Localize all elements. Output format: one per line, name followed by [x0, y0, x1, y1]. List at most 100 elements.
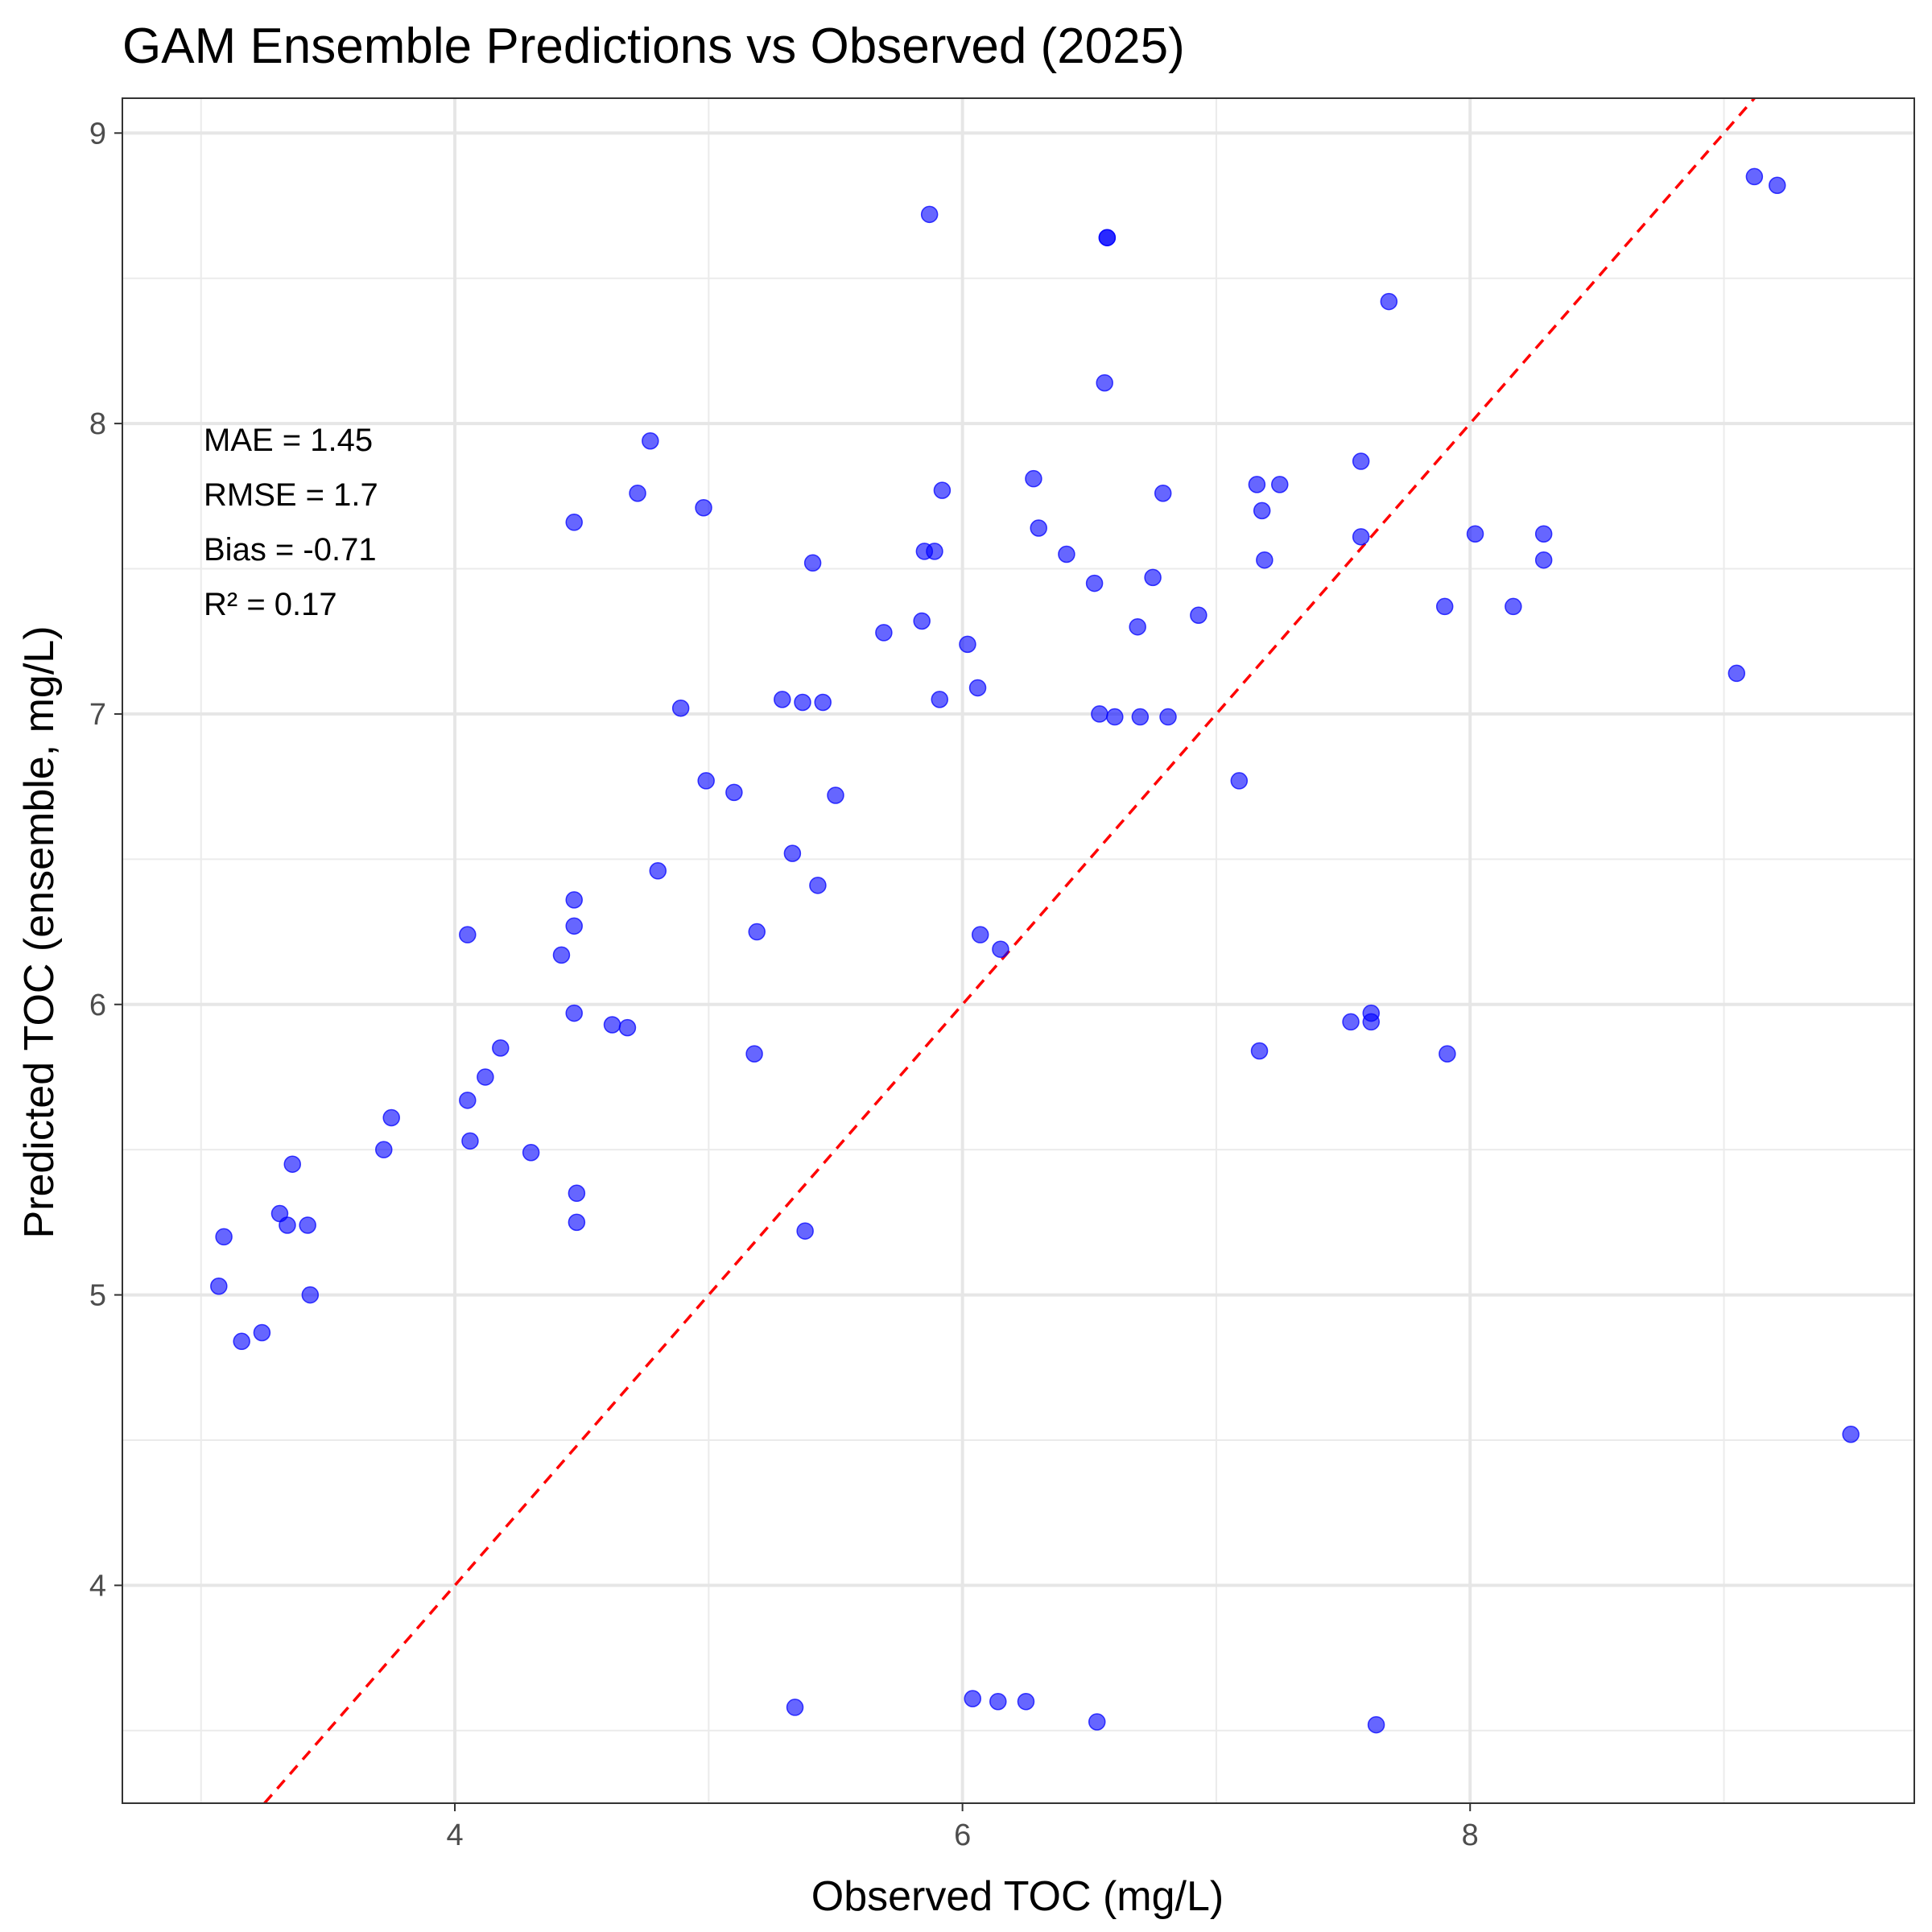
points-layer: [210, 167, 1860, 1734]
data-point: [552, 946, 571, 964]
data-point: [1352, 452, 1370, 470]
data-point: [603, 1016, 621, 1034]
x-tick-label: 4: [446, 1818, 463, 1852]
data-point: [1842, 1426, 1860, 1443]
data-point: [301, 1286, 320, 1304]
data-point: [477, 1068, 494, 1086]
panel-border: [122, 97, 1915, 1804]
x-tick-label: 8: [1462, 1818, 1479, 1852]
data-point: [299, 1216, 316, 1234]
data-point: [926, 543, 943, 560]
data-point: [1745, 167, 1764, 186]
data-point: [1058, 545, 1075, 564]
data-point: [1380, 292, 1398, 311]
data-point: [461, 1132, 479, 1150]
data-point: [695, 499, 712, 517]
x-axis: 4 6 8: [446, 1803, 1479, 1852]
metric-annotation: Bias = -0.71: [204, 532, 377, 568]
y-tick-label: 8: [89, 407, 106, 441]
data-point: [215, 1228, 233, 1246]
data-point: [1271, 476, 1289, 493]
data-point: [1768, 176, 1786, 194]
data-point: [233, 1332, 250, 1351]
data-point: [1098, 229, 1117, 246]
data-point: [796, 1222, 814, 1240]
data-point: [794, 693, 811, 712]
x-axis-title: Observed TOC (mg/L): [811, 1873, 1224, 1920]
grid-major: [122, 98, 1914, 1803]
data-point: [783, 844, 802, 862]
data-point: [283, 1155, 301, 1173]
data-point: [933, 481, 952, 499]
data-point: [992, 940, 1009, 958]
data-point: [1129, 617, 1146, 636]
data-point: [1131, 708, 1150, 726]
data-point: [786, 1699, 804, 1716]
data-point: [725, 783, 743, 802]
data-point: [1728, 664, 1746, 683]
metric-annotation: MAE = 1.45: [204, 423, 373, 458]
data-point: [809, 877, 827, 894]
data-point: [931, 691, 949, 708]
y-tick-label: 7: [89, 698, 106, 732]
data-point: [568, 1213, 586, 1232]
data-point: [649, 862, 667, 880]
y-tick-label: 4: [89, 1569, 106, 1603]
data-point: [382, 1108, 400, 1127]
metric-annotation: RMSE = 1.7: [204, 477, 378, 513]
data-point: [1250, 1042, 1269, 1060]
data-point: [375, 1141, 393, 1158]
data-point: [279, 1216, 296, 1234]
data-point: [774, 691, 791, 708]
data-point: [1256, 551, 1274, 569]
data-point: [827, 786, 844, 804]
data-point: [565, 1004, 583, 1022]
x-tick-label: 6: [954, 1818, 971, 1852]
data-point: [565, 514, 583, 531]
data-point: [1342, 1013, 1360, 1031]
metrics-annotations: MAE = 1.45 RMSE = 1.7 Bias = -0.71 R² = 0.1…: [204, 423, 378, 622]
data-point: [568, 1184, 586, 1203]
data-point: [1435, 597, 1454, 616]
y-axis: 4 5 6 7 8 9: [89, 117, 122, 1603]
data-point: [629, 484, 646, 502]
data-point: [1025, 469, 1042, 488]
metric-annotation: R² = 0.17: [204, 587, 337, 622]
data-point: [642, 432, 659, 450]
data-point: [1466, 525, 1484, 543]
data-point: [565, 891, 583, 909]
data-point: [959, 635, 976, 654]
data-point: [1017, 1692, 1035, 1711]
data-point: [1534, 551, 1553, 569]
data-point: [1352, 528, 1370, 546]
data-point: [1190, 606, 1208, 625]
data-point: [875, 624, 893, 642]
data-point: [618, 1018, 637, 1037]
data-point: [971, 926, 989, 943]
data-point: [1362, 1004, 1381, 1022]
data-point: [803, 554, 822, 572]
data-point: [1439, 1045, 1456, 1063]
data-point: [1096, 374, 1113, 392]
data-point: [210, 1277, 228, 1295]
data-point: [1534, 525, 1553, 543]
y-tick-label: 6: [89, 989, 106, 1022]
y-axis-title: Predicted TOC (ensemble, mg/L): [16, 625, 63, 1238]
chart-title: GAM Ensemble Predictions vs Observed (20…: [122, 19, 1185, 74]
data-point: [745, 1045, 763, 1063]
data-point: [492, 1039, 510, 1057]
y-tick-label: 5: [89, 1279, 106, 1313]
data-point: [522, 1144, 540, 1162]
data-point: [1154, 484, 1172, 502]
y-tick-label: 9: [89, 117, 106, 151]
data-point: [253, 1323, 271, 1342]
data-point: [1367, 1715, 1385, 1734]
data-point: [671, 699, 690, 717]
data-point: [1248, 476, 1266, 493]
data-point: [1230, 772, 1249, 790]
data-point: [697, 772, 715, 790]
data-point: [989, 1692, 1007, 1711]
data-point: [920, 205, 939, 224]
